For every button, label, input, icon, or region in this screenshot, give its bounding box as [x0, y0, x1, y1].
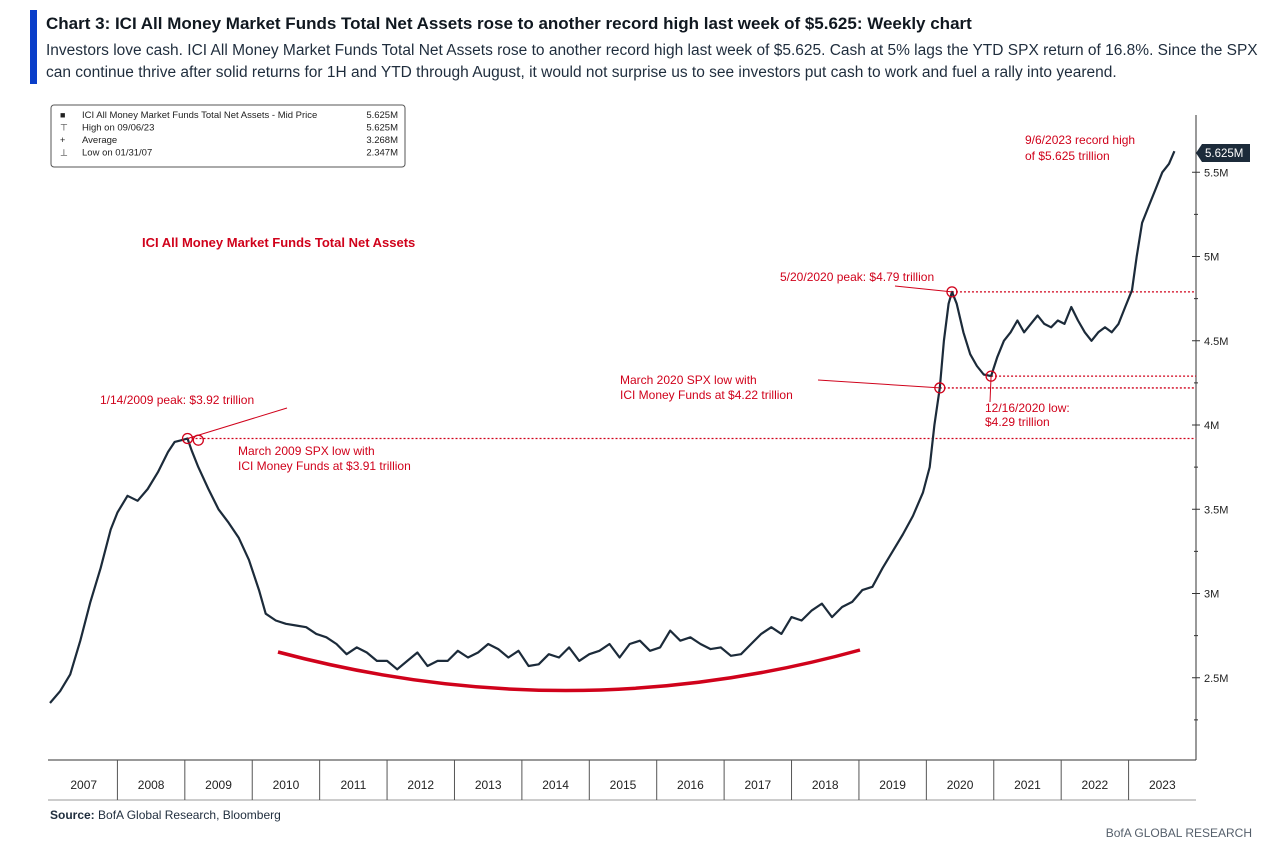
y-tick-label: 3.5M	[1204, 504, 1228, 516]
x-tick-label: 2011	[340, 778, 366, 792]
x-tick-label: 2009	[205, 778, 232, 792]
annotation-2020-peak: 5/20/2020 peak: $4.79 trillion	[780, 270, 934, 284]
x-tick-label: 2016	[677, 778, 704, 792]
x-tick-label: 2018	[812, 778, 839, 792]
legend-symbol: ⊤	[60, 123, 68, 133]
x-tick-label: 2010	[273, 778, 300, 792]
x-tick-label: 2014	[542, 778, 569, 792]
source-text: BofA Global Research, Bloomberg	[98, 808, 281, 822]
bowl-arc	[277, 648, 861, 693]
y-tick-label: 5.5M	[1204, 167, 1228, 179]
last-value-tag	[1196, 144, 1250, 162]
legend-row-label: Average	[82, 135, 117, 146]
legend-symbol: ⊥	[60, 148, 68, 158]
legend-row-value: 2.347M	[366, 148, 398, 159]
x-tick-label: 2015	[610, 778, 637, 792]
annotation-2020-low-line1: 12/16/2020 low:	[985, 401, 1070, 415]
leader-2009-peak	[187, 407, 288, 439]
x-tick-label: 2013	[475, 778, 502, 792]
x-tick-label: 2012	[407, 778, 434, 792]
annotation-2020-low-line2: $4.29 trillion	[985, 415, 1050, 429]
annotation-record-high-line1: 9/6/2023 record high	[1025, 133, 1135, 147]
x-tick-label: 2007	[70, 778, 97, 792]
highlight-circle	[181, 432, 194, 445]
annotation-2009-spx-low-line2: ICI Money Funds at $3.91 trillion	[238, 459, 411, 473]
legend-row-label: ICI All Money Market Funds Total Net Ass…	[82, 110, 317, 121]
x-tick-label: 2023	[1149, 778, 1176, 792]
leader-2020-low	[989, 376, 992, 403]
annotation-2020-spx-low-line2: ICI Money Funds at $4.22 trillion	[620, 388, 793, 402]
leader-2020-peak	[894, 285, 953, 293]
y-tick-label: 5M	[1204, 252, 1219, 264]
x-tick-label: 2008	[138, 778, 165, 792]
legend-row-label: High on 09/06/23	[82, 123, 154, 134]
x-tick-label: 2022	[1082, 778, 1109, 792]
annotation-record-high-line2: of $5.625 trillion	[1025, 149, 1110, 163]
leader-2020-march	[817, 379, 940, 389]
brand-footer: BofA GLOBAL RESEARCH	[1105, 826, 1252, 840]
y-tick-label: 3M	[1204, 589, 1219, 601]
source-label: Source:	[50, 808, 95, 822]
y-tick-label: 2.5M	[1204, 673, 1228, 685]
legend-row-value: 5.625M	[366, 110, 398, 121]
annotation-2009-spx-low-line1: March 2009 SPX low with	[238, 444, 375, 458]
y-tick-label: 4.5M	[1204, 336, 1228, 348]
source-note: Source: BofA Global Research, Bloomberg	[50, 808, 281, 822]
series-caption: ICI All Money Market Funds Total Net Ass…	[142, 235, 415, 250]
legend-row-label: Low on 01/31/07	[82, 148, 152, 159]
legend-symbol: ■	[60, 110, 65, 120]
legend-symbol: +	[60, 135, 65, 145]
x-tick-label: 2020	[947, 778, 974, 792]
legend-row-value: 5.625M	[366, 123, 398, 134]
title-accent-bar	[30, 10, 37, 84]
x-tick-label: 2017	[744, 778, 771, 792]
annotation-2009-peak: 1/14/2009 peak: $3.92 trillion	[100, 393, 254, 407]
annotation-2020-spx-low-line1: March 2020 SPX low with	[620, 373, 757, 387]
x-tick-label: 2021	[1014, 778, 1041, 792]
chart-title: Chart 3: ICI All Money Market Funds Tota…	[46, 14, 972, 33]
highlight-circle	[946, 286, 958, 298]
series-line	[49, 150, 1176, 704]
legend-row-value: 3.268M	[366, 135, 398, 146]
x-tick-label: 2019	[879, 778, 906, 792]
y-tick-label: 4M	[1204, 420, 1219, 432]
chart-subtitle: Investors love cash. ICI All Money Marke…	[46, 42, 1258, 81]
legend-box	[50, 104, 406, 168]
last-value-label: 5.625M	[1205, 148, 1243, 160]
